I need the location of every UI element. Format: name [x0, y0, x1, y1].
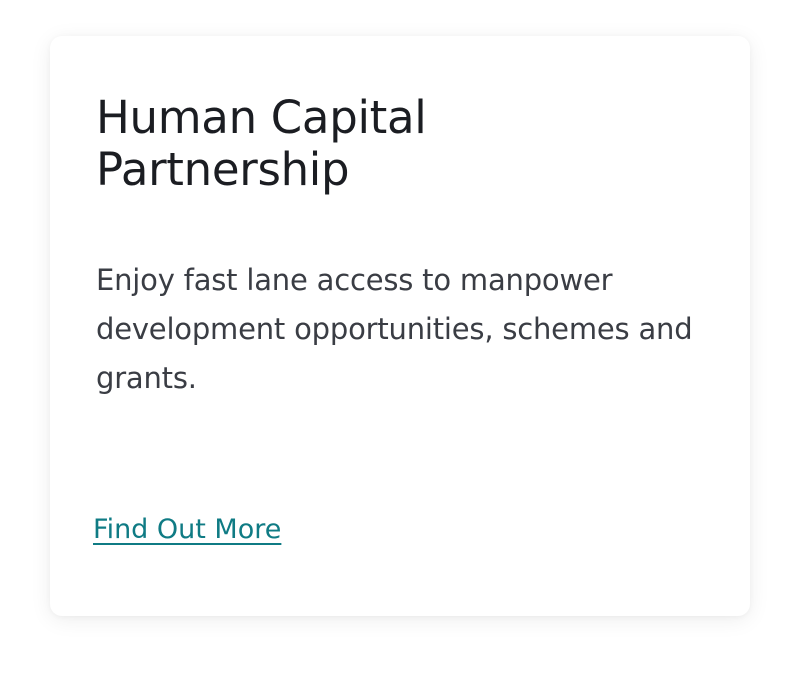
card-title: Human Capital Partnership [96, 91, 427, 196]
find-out-more-link[interactable]: Find Out More [93, 514, 282, 545]
partnership-card: Human Capital Partnership Enjoy fast lan… [50, 36, 750, 616]
card-description: Enjoy fast lane access to manpower devel… [96, 263, 693, 395]
